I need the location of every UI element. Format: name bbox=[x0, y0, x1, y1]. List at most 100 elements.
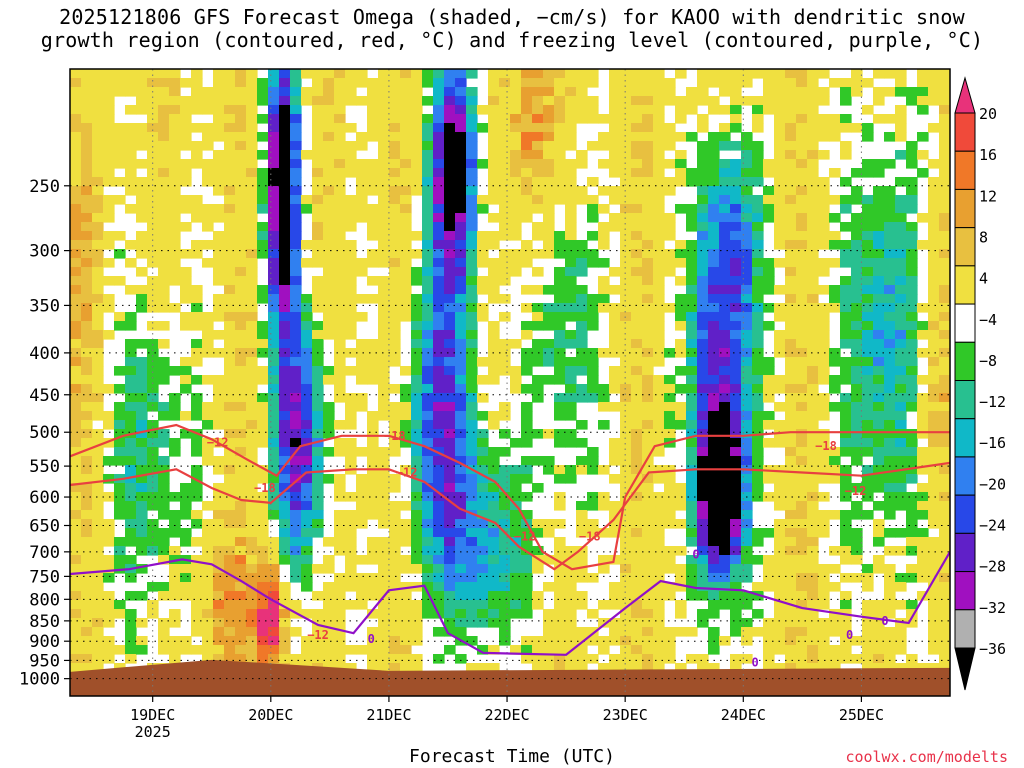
omega-cell bbox=[752, 96, 764, 106]
omega-cell bbox=[939, 654, 950, 664]
omega-cell bbox=[576, 438, 588, 448]
omega-cell bbox=[829, 645, 841, 655]
x-tick-label: 19DEC bbox=[130, 706, 175, 724]
omega-cell bbox=[378, 294, 390, 304]
omega-cell bbox=[796, 339, 808, 349]
omega-cell bbox=[884, 609, 896, 619]
omega-cell bbox=[499, 96, 511, 106]
omega-cell bbox=[367, 546, 379, 556]
omega-cell bbox=[323, 591, 335, 601]
omega-cell bbox=[774, 69, 786, 79]
omega-cell bbox=[576, 663, 588, 673]
omega-cell bbox=[807, 483, 819, 493]
omega-cell bbox=[631, 528, 643, 538]
omega-cell bbox=[642, 591, 654, 601]
freezing-level-contour bbox=[70, 551, 950, 656]
omega-cell bbox=[345, 312, 357, 322]
omega-cell bbox=[356, 258, 368, 268]
omega-cell bbox=[224, 87, 236, 97]
omega-cell bbox=[488, 321, 500, 331]
omega-cell bbox=[202, 573, 214, 583]
source-credit[interactable]: coolwx.com/modelts bbox=[845, 748, 1008, 766]
omega-cell bbox=[851, 321, 863, 331]
omega-cell bbox=[576, 105, 588, 115]
omega-cell bbox=[565, 555, 577, 565]
omega-cell bbox=[686, 321, 698, 331]
omega-cell bbox=[785, 393, 797, 403]
omega-cell bbox=[873, 618, 885, 628]
omega-cell bbox=[202, 141, 214, 151]
omega-cell bbox=[686, 375, 698, 385]
omega-cell bbox=[312, 465, 324, 475]
omega-cell bbox=[807, 393, 819, 403]
omega-cell bbox=[70, 159, 82, 169]
omega-cell bbox=[213, 159, 225, 169]
omega-cell bbox=[785, 330, 797, 340]
omega-cell bbox=[708, 321, 720, 331]
omega-cell bbox=[763, 168, 775, 178]
omega-cell bbox=[510, 258, 522, 268]
omega-cell bbox=[664, 510, 676, 520]
omega-cell bbox=[411, 564, 423, 574]
omega-cell bbox=[807, 528, 819, 538]
omega-cell bbox=[807, 195, 819, 205]
omega-cell bbox=[411, 249, 423, 259]
omega-cell bbox=[268, 645, 280, 655]
omega-cell bbox=[466, 393, 478, 403]
omega-cell bbox=[257, 195, 269, 205]
omega-cell bbox=[180, 537, 192, 547]
omega-cell bbox=[92, 285, 104, 295]
omega-cell bbox=[510, 222, 522, 232]
omega-cell bbox=[70, 87, 82, 97]
omega-cell bbox=[587, 141, 599, 151]
y-tick-label: 300 bbox=[29, 242, 60, 262]
omega-cell bbox=[466, 384, 478, 394]
omega-cell bbox=[620, 321, 632, 331]
omega-cell bbox=[334, 267, 346, 277]
omega-cell bbox=[125, 141, 137, 151]
omega-cell bbox=[334, 258, 346, 268]
omega-cell bbox=[576, 384, 588, 394]
omega-cell bbox=[774, 258, 786, 268]
omega-cell bbox=[444, 69, 456, 79]
omega-cell bbox=[807, 249, 819, 259]
omega-cell bbox=[730, 105, 742, 115]
omega-cell bbox=[752, 204, 764, 214]
omega-cell bbox=[268, 420, 280, 430]
omega-cell bbox=[631, 600, 643, 610]
omega-cell bbox=[730, 96, 742, 106]
omega-cell bbox=[290, 186, 302, 196]
omega-cell bbox=[510, 78, 522, 88]
omega-cell bbox=[862, 195, 874, 205]
omega-cell bbox=[554, 141, 566, 151]
omega-cell bbox=[587, 357, 599, 367]
omega-cell bbox=[774, 609, 786, 619]
omega-cell bbox=[884, 654, 896, 664]
omega-cell bbox=[873, 537, 885, 547]
omega-cell bbox=[400, 69, 412, 79]
omega-cell bbox=[70, 312, 82, 322]
omega-cell bbox=[444, 501, 456, 511]
omega-cell bbox=[455, 366, 467, 376]
omega-cell bbox=[807, 546, 819, 556]
omega-cell bbox=[257, 222, 269, 232]
omega-cell bbox=[279, 528, 291, 538]
omega-cell bbox=[202, 339, 214, 349]
omega-cell bbox=[444, 573, 456, 583]
omega-cell bbox=[213, 600, 225, 610]
omega-cell bbox=[224, 438, 236, 448]
omega-cell bbox=[92, 384, 104, 394]
omega-cell bbox=[202, 618, 214, 628]
omega-cell bbox=[741, 420, 753, 430]
omega-cell bbox=[334, 483, 346, 493]
omega-cell bbox=[488, 375, 500, 385]
omega-cell bbox=[730, 609, 742, 619]
omega-cell bbox=[257, 573, 269, 583]
omega-cell bbox=[774, 312, 786, 322]
omega-cell bbox=[829, 258, 841, 268]
omega-cell bbox=[279, 123, 291, 133]
omega-cell bbox=[246, 393, 258, 403]
omega-cell bbox=[708, 411, 720, 421]
omega-cell bbox=[609, 447, 621, 457]
omega-cell bbox=[554, 654, 566, 664]
